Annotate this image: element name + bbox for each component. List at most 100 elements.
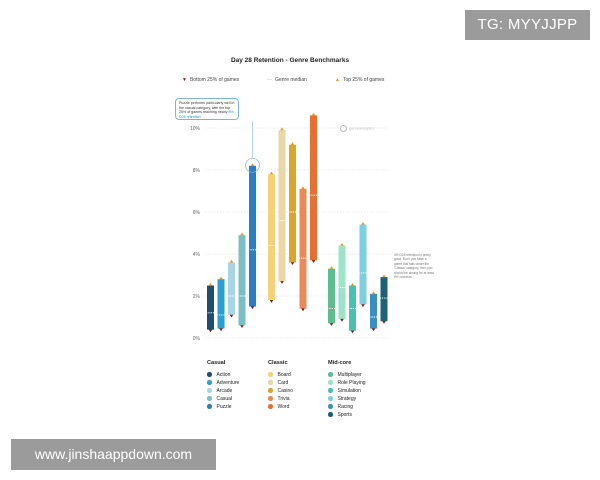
top-quartile-marker	[382, 274, 386, 278]
top-quartile-marker	[350, 282, 355, 286]
color-dot-icon	[207, 396, 212, 401]
legend-bottom-label: Bottom 25% of games	[189, 77, 240, 83]
chart-title: Day 28 Retention - Genre Benchmarks	[230, 57, 350, 64]
legend-group-casual: Casual Action Adventure Arcade Casual Pu…	[207, 360, 239, 411]
bar-sports	[380, 277, 388, 322]
legend-item-label: Trivia	[277, 396, 290, 402]
top-quartile-marker	[371, 291, 376, 295]
legend-top-label: Top 25% of games	[342, 77, 385, 83]
bottom-quartile-marker	[301, 308, 305, 312]
y-tick-label: 10%	[190, 126, 201, 132]
legend-item-label: Casual	[216, 396, 233, 402]
y-tick-label: 0%	[193, 336, 201, 342]
legend-item-multiplayer: Multiplayer	[328, 371, 366, 379]
legend-item-role-playing: Role Playing	[328, 379, 366, 387]
top-quartile-marker	[290, 142, 295, 145]
group-title-classic: Classic	[268, 360, 288, 366]
bar-trivia	[299, 188, 307, 309]
bar-simulation	[349, 285, 356, 331]
bottom-quartile-marker	[371, 328, 376, 332]
legend-item-label: Arcade	[216, 388, 233, 394]
bar-strategy	[359, 224, 367, 305]
callout-highlight: 8% D28 retention.	[179, 110, 234, 119]
bottom-quartile-marker	[250, 306, 255, 310]
legend-item-casual: Casual	[207, 395, 239, 403]
legend-bottom: ▼ Bottom 25% of games	[182, 77, 239, 83]
bottom-quartile-marker	[290, 262, 295, 265]
group-title-midcore: Mid-core	[328, 360, 352, 366]
top-quartile-marker	[311, 112, 316, 116]
top-quartile-marker	[240, 232, 244, 236]
bottom-quartile-marker	[340, 318, 344, 322]
legend-item-label: Role Playing	[337, 380, 366, 386]
y-tick-label: 2%	[193, 294, 201, 300]
bar-role-playing	[338, 245, 346, 320]
color-dot-icon	[328, 396, 333, 401]
legend-group-classic: Classic Board Card Casino Trivia Word	[268, 360, 293, 411]
legend-item-word: Word	[268, 403, 293, 411]
legend-median-label: Genre median	[275, 77, 307, 83]
legend-median: -◦- Genre median	[267, 77, 307, 83]
bar-board	[268, 174, 275, 301]
bar-puzzle	[249, 165, 256, 307]
top-quartile-marker	[340, 243, 344, 246]
legend-item-label: Word	[277, 404, 290, 410]
callout-text: Puzzle performs particularly well in the…	[179, 101, 235, 115]
bar-adventure	[217, 279, 225, 329]
bar-word	[310, 115, 317, 261]
bottom-quartile-marker	[280, 281, 284, 284]
legend-item-label: Multiplayer	[337, 372, 362, 378]
top-quartile-marker	[280, 127, 284, 131]
bottom-quartile-marker	[361, 304, 365, 307]
legend-item-adventure: Adventure	[207, 379, 239, 387]
legend-item-casino: Casino	[268, 387, 293, 395]
up-triangle-icon: ▲	[335, 77, 340, 83]
y-tick-label: 8%	[193, 168, 201, 174]
legend-item-simulation: Simulation	[328, 387, 366, 395]
group-title-casual: Casual	[207, 360, 226, 366]
bar-arcade	[228, 262, 235, 315]
legend-item-board: Board	[268, 371, 293, 379]
bar-multiplayer	[328, 268, 335, 324]
legend-item-racing: Racing	[328, 403, 366, 411]
top-quartile-marker	[329, 266, 334, 269]
legend-item-label: Strategy	[337, 396, 357, 402]
legend-item-label: Sports	[337, 412, 352, 418]
color-dot-icon	[268, 372, 273, 377]
y-tick-label: 4%	[193, 252, 201, 258]
color-dot-icon	[328, 404, 333, 409]
bar-racing	[370, 293, 377, 329]
top-quartile-marker	[229, 259, 234, 263]
bottom-quartile-marker	[219, 328, 223, 332]
legend-item-label: Action	[216, 372, 231, 378]
color-dot-icon	[328, 388, 333, 393]
legend-item-label: Racing	[337, 404, 354, 410]
bottom-quartile-marker	[311, 260, 316, 263]
down-triangle-icon: ▼	[182, 77, 187, 83]
bottom-quartile-marker	[329, 323, 334, 326]
legend-item-puzzle: Puzzle	[207, 403, 239, 411]
bottom-quartile-marker	[229, 314, 234, 318]
color-dot-icon	[328, 372, 333, 377]
color-dot-icon	[268, 404, 273, 409]
bottom-quartile-marker	[350, 330, 355, 334]
bar-card	[278, 130, 286, 282]
y-tick-label: 6%	[193, 210, 201, 216]
bottom-quartile-marker	[382, 321, 386, 324]
legend-item-action: Action	[207, 371, 239, 379]
legend-item-strategy: Strategy	[328, 395, 366, 403]
legend-item-card: Card	[268, 379, 293, 387]
watermark-top: TG: MYYJJPP	[465, 10, 590, 40]
top-quartile-marker	[219, 276, 223, 280]
legend-item-label: Adventure	[216, 380, 240, 386]
legend-item-label: Simulation	[337, 388, 361, 394]
legend-item-label: Puzzle	[216, 404, 232, 410]
color-dot-icon	[268, 380, 273, 385]
brand-logo-icon	[340, 125, 347, 132]
bottom-quartile-marker	[269, 300, 274, 303]
legend-item-label: Board	[277, 372, 291, 378]
bar-action	[207, 285, 214, 330]
top-quartile-marker	[250, 163, 255, 166]
legend-item-label: Casino	[277, 388, 294, 394]
